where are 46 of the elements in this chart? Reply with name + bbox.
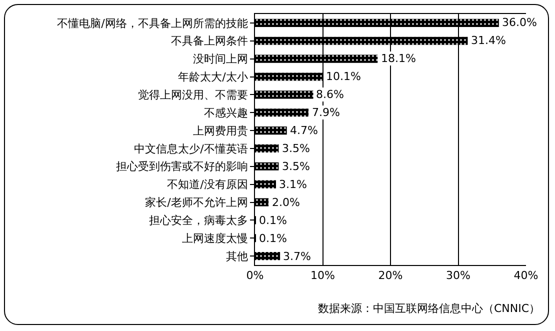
x-tick-label: 0% bbox=[246, 269, 264, 282]
bar bbox=[255, 198, 269, 206]
y-tick-label: 家长/老师不允许上网 bbox=[145, 196, 248, 210]
y-tick-label: 担心受到伤害或不好的影响 bbox=[116, 160, 248, 174]
x-tick-label: 10% bbox=[310, 269, 335, 282]
y-tick-label: 不懂电脑/网络，不具备上网所需的技能 bbox=[57, 16, 248, 30]
bar bbox=[255, 162, 279, 170]
y-tick-label: 中文信息太少/不懂英语 bbox=[134, 142, 248, 156]
bar bbox=[255, 180, 276, 188]
bar bbox=[255, 108, 309, 117]
data-label: 7.9% bbox=[312, 106, 340, 119]
bar bbox=[255, 126, 287, 135]
x-tick-label: 30% bbox=[446, 269, 470, 282]
data-label: 8.6% bbox=[316, 88, 344, 101]
data-label: 36.0% bbox=[502, 16, 537, 29]
data-label: 3.1% bbox=[279, 178, 307, 191]
bar bbox=[255, 18, 499, 27]
y-tick-label: 不知道/没有原因 bbox=[167, 178, 248, 192]
bar bbox=[255, 144, 279, 152]
bar bbox=[255, 72, 324, 81]
data-label: 0.1% bbox=[259, 214, 287, 227]
x-tick-label: 20% bbox=[378, 269, 403, 282]
y-tick-label: 没时间上网 bbox=[192, 52, 248, 66]
bar bbox=[255, 90, 314, 99]
y-tick-label: 担心安全，病毒太多 bbox=[148, 214, 248, 228]
y-tick-label: 不具备上网条件 bbox=[170, 34, 248, 48]
x-tick-label: 40% bbox=[514, 269, 538, 282]
data-label: 2.0% bbox=[272, 196, 300, 209]
y-tick-label: 上网速度太慢 bbox=[182, 232, 248, 245]
data-label: 3.5% bbox=[282, 142, 310, 155]
y-tick-label: 年龄太大/太小 bbox=[178, 70, 248, 84]
bar bbox=[255, 36, 468, 45]
y-tick-label: 其他 bbox=[226, 250, 248, 263]
y-tick-label: 觉得上网没用、不需要 bbox=[138, 88, 248, 102]
data-label: 0.1% bbox=[259, 232, 287, 245]
data-label: 3.7% bbox=[283, 250, 311, 263]
data-label: 4.7% bbox=[290, 124, 318, 137]
source-note: 数据来源：中国互联网络信息中心（CNNIC） bbox=[318, 302, 540, 315]
y-tick-label: 上网费用贵 bbox=[192, 124, 248, 138]
data-label: 10.1% bbox=[326, 70, 361, 83]
data-label: 18.1% bbox=[381, 52, 416, 65]
bar bbox=[255, 54, 378, 63]
data-label: 31.4% bbox=[471, 34, 506, 47]
bar bbox=[255, 252, 280, 260]
data-label: 3.5% bbox=[282, 160, 310, 173]
y-tick-label: 不感兴趣 bbox=[204, 106, 248, 120]
